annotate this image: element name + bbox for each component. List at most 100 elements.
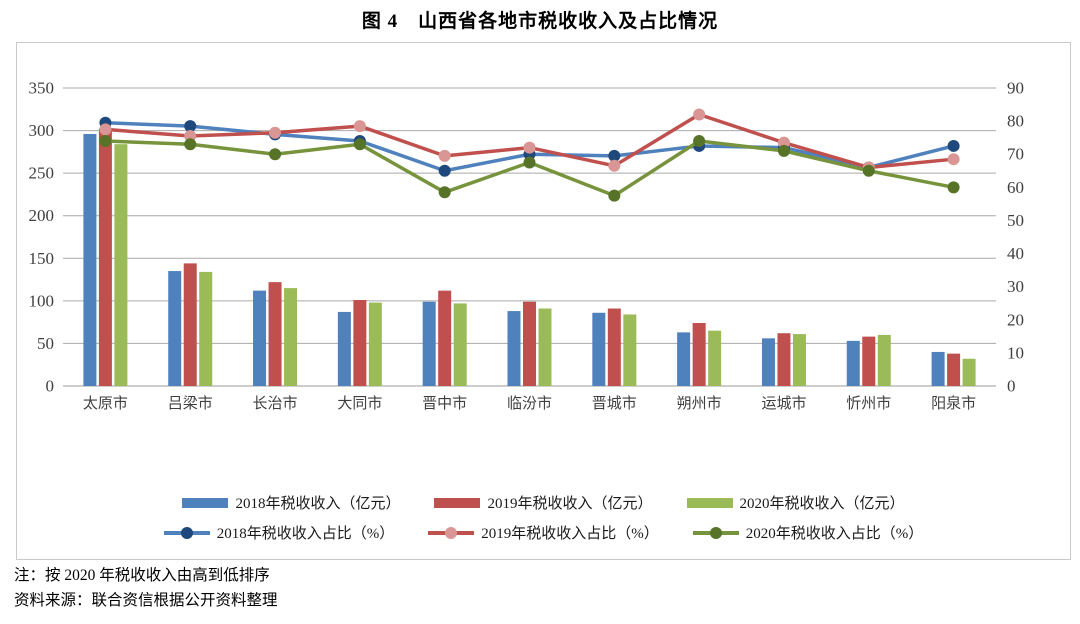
legend-bar-swatch-icon	[434, 497, 481, 508]
right-axis-tick-label: 50	[1007, 211, 1024, 230]
pct-line-marker	[693, 108, 706, 121]
right-axis-tick-label: 20	[1007, 310, 1024, 329]
legend-label: 2018年税收收入（亿元）	[235, 496, 401, 512]
legend-label: 2020年税收收入（亿元）	[739, 496, 905, 512]
bar	[114, 144, 128, 386]
right-axis-tick-label: 70	[1007, 145, 1024, 164]
pct-line-marker	[523, 156, 536, 169]
legend-line-marker-icon	[692, 526, 739, 539]
legend-label: 2019年税收收入（亿元）	[487, 496, 653, 512]
legend-bar-swatch-icon	[686, 497, 733, 508]
left-axis-tick-label: 250	[29, 164, 55, 183]
right-axis-tick-label: 80	[1007, 112, 1024, 131]
pct-line-marker	[523, 141, 536, 154]
right-axis-tick-label: 0	[1007, 377, 1016, 396]
figure-title: 图 4 山西省各地市税收收入及占比情况	[361, 11, 719, 32]
pct-line-marker	[269, 148, 282, 161]
pct-line-marker	[269, 126, 282, 139]
right-axis-tick-label: 10	[1007, 343, 1024, 362]
left-axis-tick-label: 350	[29, 79, 55, 98]
bar	[337, 311, 351, 386]
bar	[284, 288, 298, 386]
left-axis-tick-label: 50	[37, 334, 54, 353]
right-axis-tick-label: 90	[1007, 79, 1024, 98]
legend-line-marker-icon	[428, 526, 475, 539]
pct-line-marker	[438, 164, 451, 177]
x-category-label: 运城市	[761, 395, 806, 412]
note-data-source: 资料来源：联合资信根据公开资料整理	[14, 592, 278, 609]
pct-line-marker	[99, 134, 112, 147]
legend-label: 2019年税收收入占比（%）	[481, 526, 659, 542]
x-category-label: 太原市	[83, 395, 128, 412]
pct-line-marker	[438, 186, 451, 199]
legend-dot-icon	[445, 526, 458, 539]
bar	[931, 351, 945, 386]
bar	[708, 330, 722, 386]
pct-line-marker	[353, 138, 366, 151]
pct-line-marker	[777, 136, 790, 149]
bar	[253, 290, 267, 386]
bar	[168, 271, 182, 386]
bar	[268, 282, 282, 386]
bar	[368, 302, 382, 386]
legend-row: 2018年税收收入占比（%） 2019年税收收入占比（%） 2020年税收收入占比（…	[163, 522, 924, 543]
legend-item: 2019年税收收入占比（%）	[428, 522, 659, 543]
pct-line-marker	[862, 164, 875, 177]
legend-bar-swatch-icon	[182, 497, 229, 508]
right-axis-tick-label: 40	[1007, 244, 1024, 263]
pct-line-marker	[947, 181, 960, 194]
right-axis-tick-label: 30	[1007, 277, 1024, 296]
bar	[623, 314, 637, 386]
pct-line-marker	[608, 189, 621, 202]
note-sort-order: 注：按 2020 年税收收入由高到低排序	[14, 567, 270, 584]
left-axis-tick-label: 100	[29, 291, 55, 310]
pct-line-marker	[608, 149, 621, 162]
bar	[862, 336, 876, 386]
x-category-label: 吕梁市	[168, 395, 213, 412]
x-category-label: 长治市	[253, 395, 298, 412]
x-category-label: 晋城市	[592, 395, 637, 412]
bar	[438, 290, 452, 386]
bar	[353, 300, 367, 386]
x-category-label: 朔州市	[677, 395, 722, 412]
legend-label: 2018年税收收入占比（%）	[216, 526, 395, 542]
pct-line-marker	[184, 138, 197, 151]
bar	[83, 133, 97, 386]
pct-line-marker	[693, 134, 706, 147]
pct-line-marker	[353, 120, 366, 133]
chart-area: 0 50 100 150 200 250 300 350 0 10 20 30 40 50 60 70 80 90…	[16, 42, 1071, 560]
x-category-label: 晋中市	[422, 395, 467, 412]
x-category-label: 大同市	[337, 395, 382, 412]
bar	[453, 303, 467, 386]
chart-legend: 2018年税收收入（亿元） 2019年税收收入（亿元） 2020年税收收入（亿元） 2…	[17, 492, 1070, 543]
bar	[183, 263, 197, 386]
pct-line-marker	[947, 153, 960, 166]
legend-label: 2020年税收收入占比（%）	[745, 526, 924, 542]
bar	[507, 311, 521, 386]
bar	[523, 301, 536, 386]
legend-item: 2020年税收收入（亿元）	[686, 492, 905, 513]
legend-item: 2020年税收收入占比（%）	[692, 522, 924, 543]
legend-dot-icon	[180, 526, 193, 539]
x-category-label: 临汾市	[507, 395, 552, 412]
pct-line-marker	[184, 120, 197, 133]
legend-item: 2018年税收收入占比（%）	[163, 522, 395, 543]
right-axis-tick-label: 60	[1007, 178, 1024, 197]
x-category-label: 忻州市	[846, 395, 891, 412]
x-category-label: 阳泉市	[931, 395, 976, 412]
legend-row: 2018年税收收入（亿元） 2019年税收收入（亿元） 2020年税收收入（亿元）	[182, 492, 905, 513]
bar	[846, 340, 860, 386]
left-axis-tick-label: 200	[29, 206, 55, 225]
pct-line-marker	[184, 130, 197, 143]
bar	[677, 332, 691, 386]
bar	[98, 128, 112, 386]
bar	[962, 358, 976, 386]
bar	[877, 334, 891, 386]
pct-line-marker	[99, 123, 112, 136]
bar	[592, 312, 606, 386]
bar	[777, 333, 791, 386]
left-axis-tick-label: 0	[46, 377, 55, 396]
legend-item: 2018年税收收入（亿元）	[182, 492, 400, 513]
legend-line-marker-icon	[163, 526, 210, 539]
